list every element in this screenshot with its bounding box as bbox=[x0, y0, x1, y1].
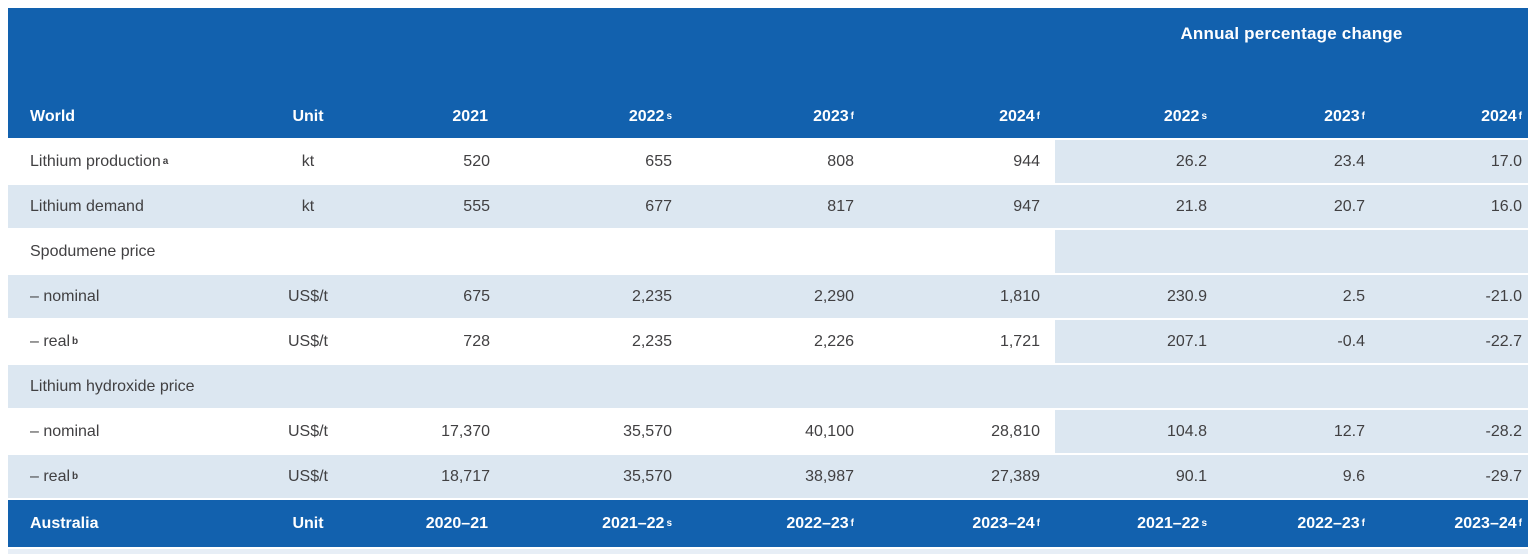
row-label: – real b bbox=[30, 332, 79, 350]
pct-2024: -28.2 bbox=[1485, 422, 1522, 440]
value-2022: 2,235 bbox=[631, 287, 672, 305]
year-header-2022: 2022 s bbox=[628, 108, 672, 125]
value-2022: 2,235 bbox=[631, 332, 672, 350]
spacer bbox=[1040, 275, 1055, 318]
section-label: Lithium hydroxide price bbox=[30, 377, 195, 395]
pct-2024: -22.7 bbox=[1485, 332, 1522, 350]
row-hydroxide-nominal: – nominal US$/t 17,370 35,570 40,100 28,… bbox=[8, 410, 1528, 455]
value-2021: 675 bbox=[463, 287, 490, 305]
pct-header-2023-24: 2023–24 f bbox=[1454, 514, 1522, 532]
spacer bbox=[1040, 455, 1055, 498]
unit-header: Unit bbox=[292, 108, 324, 125]
value-2023: 40,100 bbox=[805, 422, 854, 440]
year-header-2023-24: 2023–24 f bbox=[972, 514, 1040, 532]
pct-2022: 90.1 bbox=[1175, 467, 1207, 485]
row-unit: US$/t bbox=[287, 332, 328, 350]
world-header-band: Annual percentage change World Unit 2021… bbox=[8, 8, 1528, 140]
australia-header-band: Australia Unit 2020–21 2021–22 s 2022–23 f… bbox=[8, 500, 1528, 547]
pct-2023: 2.5 bbox=[1342, 287, 1365, 305]
spacer bbox=[1040, 320, 1055, 363]
row-unit: US$/t bbox=[287, 467, 328, 485]
row-spodumene-price-section: Spodumene price bbox=[8, 230, 1528, 275]
section-empty-cells bbox=[258, 230, 1528, 273]
pct-header-2023: 2023 f bbox=[1324, 108, 1365, 125]
pct-2023: 9.6 bbox=[1342, 467, 1365, 485]
lithium-outlook-table: Annual percentage change World Unit 2021… bbox=[8, 8, 1528, 554]
value-2021: 17,370 bbox=[441, 422, 490, 440]
value-2022: 35,570 bbox=[623, 467, 672, 485]
value-2024: 27,389 bbox=[991, 467, 1040, 485]
value-2021: 555 bbox=[463, 197, 490, 215]
row-unit: US$/t bbox=[287, 287, 328, 305]
pct-2024: 16.0 bbox=[1490, 197, 1522, 215]
row-label: Lithium production a bbox=[30, 152, 169, 170]
pct-header-2024: 2024 f bbox=[1481, 108, 1522, 125]
pct-header-2022-23: 2022–23 f bbox=[1297, 514, 1365, 532]
row-label: – nominal bbox=[30, 422, 100, 440]
pct-2023: 20.7 bbox=[1333, 197, 1365, 215]
pct-2023: -0.4 bbox=[1337, 332, 1365, 350]
row-unit: US$/t bbox=[287, 422, 328, 440]
value-2022: 655 bbox=[645, 152, 672, 170]
pct-2022: 230.9 bbox=[1166, 287, 1207, 305]
year-header-2021-22: 2021–22 s bbox=[602, 514, 672, 532]
spacer bbox=[1040, 500, 1055, 547]
value-2023: 38,987 bbox=[805, 467, 854, 485]
row-spodumene-real: – real b US$/t 728 2,235 2,226 1,721 207.… bbox=[8, 320, 1528, 365]
year-header-2024: 2024 f bbox=[999, 108, 1040, 125]
value-2021: 18,717 bbox=[441, 467, 490, 485]
world-header-label: World bbox=[30, 108, 76, 125]
value-2022: 677 bbox=[645, 197, 672, 215]
row-unit: kt bbox=[301, 152, 315, 170]
spacer bbox=[1040, 185, 1055, 228]
value-2023: 2,290 bbox=[813, 287, 854, 305]
value-2024: 947 bbox=[1013, 197, 1040, 215]
pct-2022: 26.2 bbox=[1175, 152, 1207, 170]
value-2021: 520 bbox=[463, 152, 490, 170]
row-label: – real b bbox=[30, 467, 79, 485]
value-2024: 28,810 bbox=[991, 422, 1040, 440]
row-lithium-demand: Lithium demand kt 555 677 817 947 21.8 2… bbox=[8, 185, 1528, 230]
row-label: – nominal bbox=[30, 287, 100, 305]
value-2024: 1,810 bbox=[999, 287, 1040, 305]
spacer bbox=[1040, 108, 1055, 126]
year-header-2020-21: 2020–21 bbox=[425, 514, 488, 532]
value-2024: 944 bbox=[1013, 152, 1040, 170]
row-lithium-production: Lithium production a kt 520 655 808 944 2… bbox=[8, 140, 1528, 185]
value-2023: 817 bbox=[827, 197, 854, 215]
pct-2024: -21.0 bbox=[1485, 287, 1522, 305]
pct-2023: 12.7 bbox=[1333, 422, 1365, 440]
section-label: Spodumene price bbox=[30, 242, 156, 260]
spacer bbox=[1040, 410, 1055, 453]
year-header-2022-23: 2022–23 f bbox=[786, 514, 854, 532]
value-2023: 808 bbox=[827, 152, 854, 170]
spacer bbox=[1040, 140, 1055, 183]
annual-percentage-change-label: Annual percentage change bbox=[1180, 24, 1403, 43]
pct-2024: -29.7 bbox=[1485, 467, 1522, 485]
pct-2022: 21.8 bbox=[1175, 197, 1207, 215]
table-bottom-strip bbox=[8, 549, 1528, 554]
value-2021: 728 bbox=[463, 332, 490, 350]
pct-header-2021-22: 2021–22 s bbox=[1137, 514, 1207, 532]
value-2023: 2,226 bbox=[813, 332, 854, 350]
section-empty-cells bbox=[258, 365, 1528, 408]
australia-header-label: Australia bbox=[30, 514, 99, 532]
row-spodumene-nominal: – nominal US$/t 675 2,235 2,290 1,810 23… bbox=[8, 275, 1528, 320]
unit-header: Unit bbox=[292, 514, 324, 532]
value-2024: 1,721 bbox=[999, 332, 1040, 350]
australia-header-row: Australia Unit 2020–21 2021–22 s 2022–23 f… bbox=[8, 500, 1528, 547]
pct-2022: 207.1 bbox=[1166, 332, 1207, 350]
row-unit: kt bbox=[301, 197, 315, 215]
pct-2022: 104.8 bbox=[1166, 422, 1207, 440]
year-header-2023: 2023 f bbox=[813, 108, 854, 125]
row-hydroxide-real: – real b US$/t 18,717 35,570 38,987 27,38… bbox=[8, 455, 1528, 500]
row-label: Lithium demand bbox=[30, 197, 144, 215]
year-header-2021: 2021 bbox=[452, 108, 488, 125]
pct-2024: 17.0 bbox=[1490, 152, 1522, 170]
pct-2023: 23.4 bbox=[1333, 152, 1365, 170]
world-header-row: World Unit 2021 2022 s 2023 f 2024 f 2022 s … bbox=[8, 108, 1528, 138]
row-lithium-hydroxide-price-section: Lithium hydroxide price bbox=[8, 365, 1528, 410]
pct-header-2022: 2022 s bbox=[1163, 108, 1207, 125]
value-2022: 35,570 bbox=[623, 422, 672, 440]
